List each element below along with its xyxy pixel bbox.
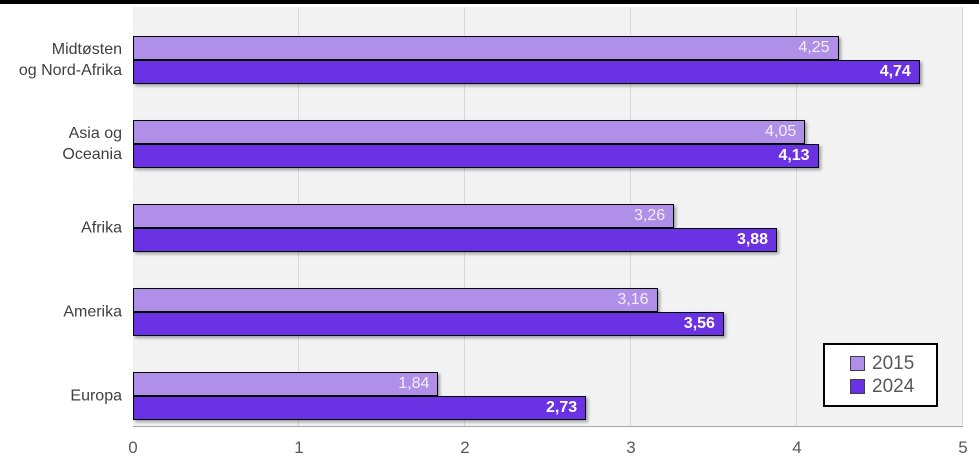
gridline bbox=[796, 7, 797, 426]
bar-value-label: 2,73 bbox=[546, 399, 578, 416]
legend-item-2024: 2024 bbox=[850, 375, 936, 397]
x-tick-label-4: 4 bbox=[792, 438, 802, 457]
bar-value-label: 3,16 bbox=[617, 291, 649, 308]
bar-value-label: 4,74 bbox=[879, 63, 911, 80]
legend-item-2015: 2015 bbox=[850, 352, 936, 374]
bar-2024-midt-sten-og-nord-afrika: 4,74 bbox=[133, 60, 920, 84]
bar-value-label: 4,13 bbox=[778, 147, 810, 164]
x-tick-label-0: 0 bbox=[128, 438, 138, 457]
legend-label-2024: 2024 bbox=[872, 375, 915, 397]
bar-2024-asia-og-oceania: 4,13 bbox=[133, 144, 819, 168]
legend-label-2015: 2015 bbox=[872, 352, 915, 374]
bar-2015-midt-sten-og-nord-afrika: 4,25 bbox=[133, 36, 839, 60]
bar-2015-asia-og-oceania: 4,05 bbox=[133, 120, 806, 144]
bar-value-label: 1,84 bbox=[398, 375, 430, 392]
bar-2024-amerika: 3,56 bbox=[133, 312, 724, 336]
x-tick-label-2: 2 bbox=[460, 438, 470, 457]
legend: 2015 2024 bbox=[823, 343, 938, 407]
category-label-europa: Europa bbox=[70, 387, 122, 405]
bar-2015-europa: 1,84 bbox=[133, 372, 439, 396]
bar-2015-afrika: 3,26 bbox=[133, 204, 675, 228]
gridline bbox=[962, 7, 963, 426]
bar-value-label: 4,25 bbox=[798, 39, 830, 56]
bar-value-label: 3,88 bbox=[736, 231, 769, 248]
category-label-asia-og-oceania: Asia og Oceania bbox=[62, 125, 122, 163]
bar-2024-afrika: 3,88 bbox=[133, 228, 778, 252]
bar-2024-europa: 2,73 bbox=[133, 396, 587, 420]
x-tick-label-3: 3 bbox=[626, 438, 636, 457]
bar-value-label: 3,56 bbox=[683, 315, 715, 332]
x-tick-label-5: 5 bbox=[958, 438, 968, 457]
legend-swatch-2015 bbox=[850, 356, 865, 371]
category-label-amerika: Amerika bbox=[63, 303, 122, 321]
x-tick-label-1: 1 bbox=[294, 438, 304, 457]
bar-value-label: 3,26 bbox=[634, 207, 666, 224]
category-label-midt-sten-og-nord-afrika: Midtøsten og Nord-Afrika bbox=[18, 41, 122, 79]
plot-area: 4,25 4,74 4,05 4,13 3,26 3,88 3,16 3,56 1,84 2,73 bbox=[133, 7, 963, 427]
legend-swatch-2024 bbox=[850, 379, 865, 394]
category-label-afrika: Afrika bbox=[81, 219, 122, 237]
bar-value-label: 4,05 bbox=[765, 123, 797, 140]
bar-2015-amerika: 3,16 bbox=[133, 288, 658, 312]
